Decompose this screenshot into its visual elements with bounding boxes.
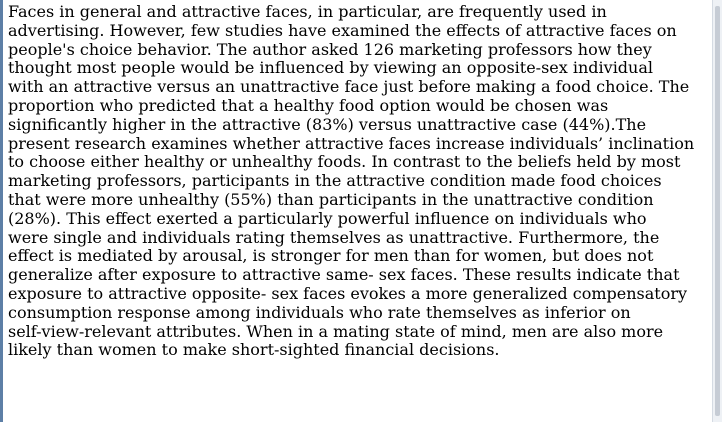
text-line: proportion who predicted that a healthy … bbox=[8, 95, 609, 115]
text-line: self-view-relevant attributes. When in a… bbox=[8, 321, 664, 341]
text-line: were single and individuals rating thems… bbox=[8, 227, 660, 247]
text-line: that were more unhealthy (55%) than part… bbox=[8, 189, 654, 209]
text-line: likely than women to make short-sighted … bbox=[8, 340, 500, 360]
text-line: generalize after exposure to attractive … bbox=[8, 265, 680, 285]
text-line: (28%). This effect exerted a particularl… bbox=[8, 208, 647, 228]
text-line: effect is mediated by arousal, is strong… bbox=[8, 246, 654, 266]
text-line: advertising. However, few studies have e… bbox=[8, 20, 677, 40]
text-line: present research examines whether attrac… bbox=[8, 133, 695, 153]
text-line: exposure to attractive opposite- sex fac… bbox=[8, 283, 688, 303]
scrollbar-thumb[interactable] bbox=[715, 6, 720, 416]
text-line: thought most people would be influenced … bbox=[8, 58, 654, 78]
text-line: to choose either healthy or unhealthy fo… bbox=[8, 152, 681, 172]
text-line: people's choice behavior. The author ask… bbox=[8, 39, 652, 59]
text-line: Faces in general and attractive faces, i… bbox=[8, 2, 607, 21]
text-line: significantly higher in the attractive (… bbox=[8, 114, 647, 134]
text-line: consumption response among individuals w… bbox=[8, 302, 631, 322]
abstract-text: Faces in general and attractive faces, i… bbox=[8, 2, 708, 360]
text-line: marketing professors, participants in th… bbox=[8, 171, 662, 191]
vertical-scrollbar[interactable] bbox=[712, 0, 722, 422]
text-line: with an attractive versus an unattractiv… bbox=[8, 77, 690, 97]
